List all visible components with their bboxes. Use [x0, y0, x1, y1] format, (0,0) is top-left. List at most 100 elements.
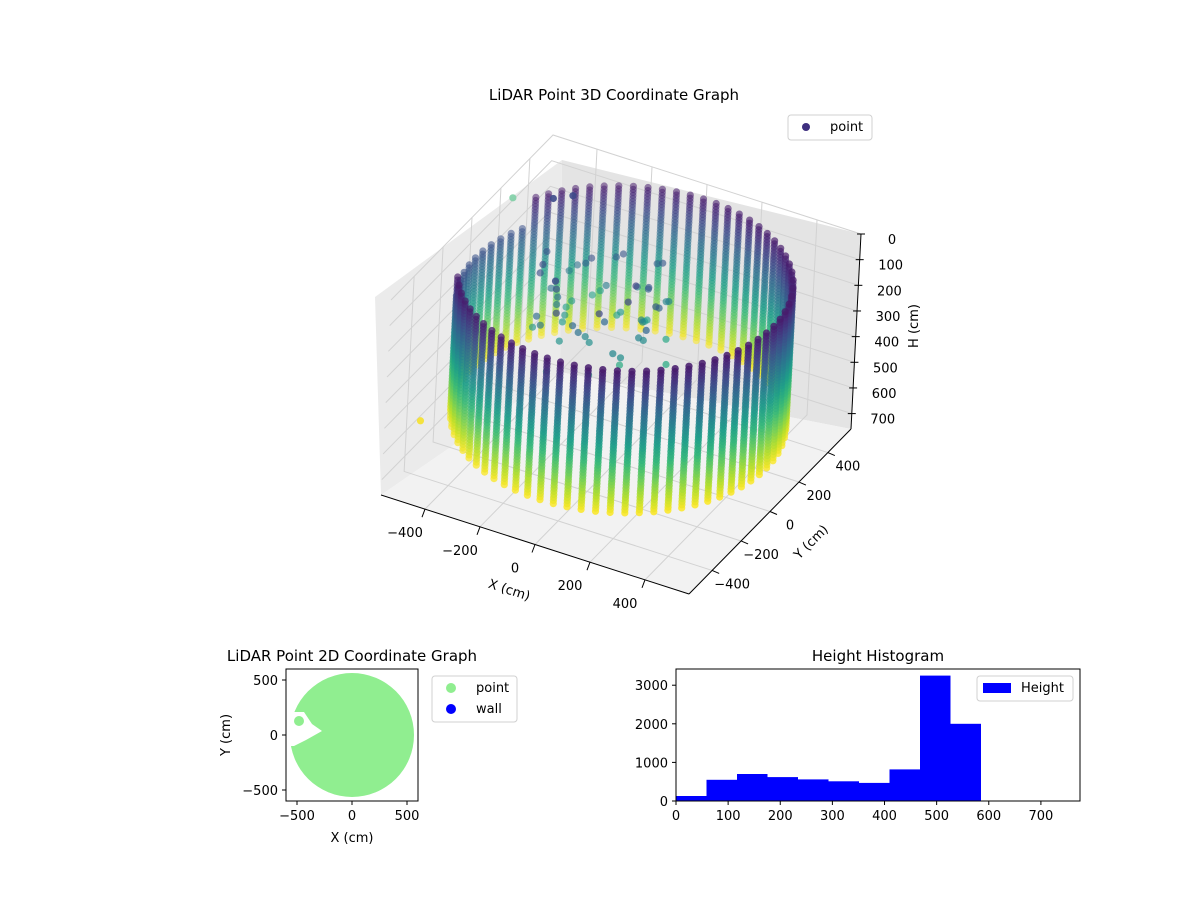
lidar-point [643, 367, 651, 375]
lidar-point [763, 229, 771, 238]
lidar-point [776, 315, 784, 323]
x-tick-label-2d: 500 [395, 809, 420, 824]
histogram-bar [676, 796, 707, 801]
lidar-point [659, 259, 667, 267]
lidar-point [602, 281, 610, 290]
x-tick-label-hist: 100 [716, 809, 741, 824]
lidar-point [785, 300, 793, 308]
y-tick-3d [711, 569, 720, 574]
x-tick-label-3d: 0 [511, 562, 519, 577]
title-hist: Height Histogram [812, 647, 944, 665]
lidar-point [584, 364, 593, 372]
z-label-3d: H (cm) [907, 304, 922, 348]
x-tick-label-3d: −200 [442, 544, 478, 559]
lidar-point [645, 283, 653, 292]
lidar-point [551, 277, 560, 285]
lidar-point [619, 250, 628, 258]
lidar-point [711, 356, 719, 364]
lidar-point [635, 334, 643, 342]
y-tick-label-3d: 0 [786, 519, 794, 534]
lidar-point [762, 329, 771, 337]
lidar-point [755, 223, 763, 231]
lidar-point [472, 312, 480, 320]
x-tick-label-hist: 400 [872, 809, 897, 824]
y-tick-label-hist: 0 [660, 795, 668, 810]
x-tick-label-2d: −500 [279, 809, 315, 824]
lidar-point [632, 282, 640, 290]
y-tick-label-hist: 2000 [635, 718, 668, 733]
lidar-point [777, 244, 785, 252]
lidar-point [662, 335, 670, 343]
lidar-point [454, 273, 462, 281]
lidar-point [539, 260, 547, 269]
lidar-point [628, 367, 636, 375]
lidar-point [629, 182, 638, 190]
z-tick-label-3d: 100 [878, 259, 903, 274]
lidar-point [653, 260, 661, 268]
lidar-point-outlier [569, 192, 577, 200]
lidar-point [789, 276, 797, 284]
points-2d [286, 673, 414, 797]
y-tick-label-3d: 200 [807, 489, 832, 504]
lidar-point [671, 365, 679, 373]
lidar-point-outlier [549, 194, 557, 203]
lidar-point [771, 237, 779, 245]
lidar-point [658, 185, 667, 193]
lidar-point [536, 269, 544, 277]
x-label-2d: X (cm) [331, 831, 374, 846]
point-cloud-2d [290, 673, 414, 797]
lidar-point [613, 367, 622, 375]
z-tick-label-3d: 500 [873, 361, 898, 376]
y-tick-label-hist: 1000 [635, 756, 668, 771]
lidar-point [600, 318, 609, 326]
plot-3d: LiDAR Point 3D Coordinate Graph −400 −200… [375, 86, 922, 612]
histogram-bar [798, 779, 829, 801]
lidar-point [528, 323, 537, 331]
lidar-point [644, 183, 652, 192]
lidar-point [536, 321, 544, 329]
lidar-point [568, 297, 576, 305]
z-tick-label-3d: 300 [876, 310, 901, 325]
lidar-point [686, 191, 694, 199]
lidar-point [788, 268, 796, 276]
y-label-2d: Y (cm) [219, 714, 234, 757]
z-tick-label-3d: 0 [888, 233, 896, 248]
lidar-point [698, 359, 706, 367]
lidar-point [455, 281, 463, 289]
lidar-point [547, 284, 555, 292]
x-tick-3d [531, 544, 536, 553]
lidar-point [785, 260, 794, 268]
z-axis-line [850, 233, 862, 430]
lidar-point [488, 326, 496, 335]
z-tick-label-3d: 700 [870, 413, 895, 428]
lidar-point [558, 318, 567, 326]
x-tick-label-3d: 400 [613, 597, 638, 612]
lidar-point [519, 345, 527, 353]
lidar-point [565, 267, 573, 275]
lidar-point [657, 366, 665, 374]
lidar-point [552, 285, 561, 293]
x-tick-label-hist: 0 [672, 809, 680, 824]
x-tick-label-hist: 700 [1028, 809, 1053, 824]
legend-hist-label: Height [1021, 681, 1064, 696]
y-tick-label-hist: 3000 [635, 679, 668, 694]
lidar-point [615, 182, 623, 190]
lidar-point [724, 204, 732, 213]
legend-hist-swatch [983, 683, 1011, 693]
lidar-point [552, 309, 560, 317]
legend-2d-wall-marker [446, 704, 456, 714]
grid-line-z [390, 134, 862, 301]
z-tick-label-3d: 600 [872, 387, 897, 402]
lidar-point [543, 247, 551, 256]
lidar-point [457, 289, 465, 297]
histogram-bar [767, 777, 798, 801]
lidar-point [471, 254, 480, 262]
lidar-point [581, 333, 589, 341]
lidar-point [770, 322, 778, 330]
y-tick-label-3d: −200 [743, 548, 779, 563]
lidar-point [685, 362, 693, 370]
x-tick-label-3d: −400 [387, 526, 423, 541]
x-tick-label-hist: 300 [820, 809, 845, 824]
lidar-point [616, 354, 625, 362]
